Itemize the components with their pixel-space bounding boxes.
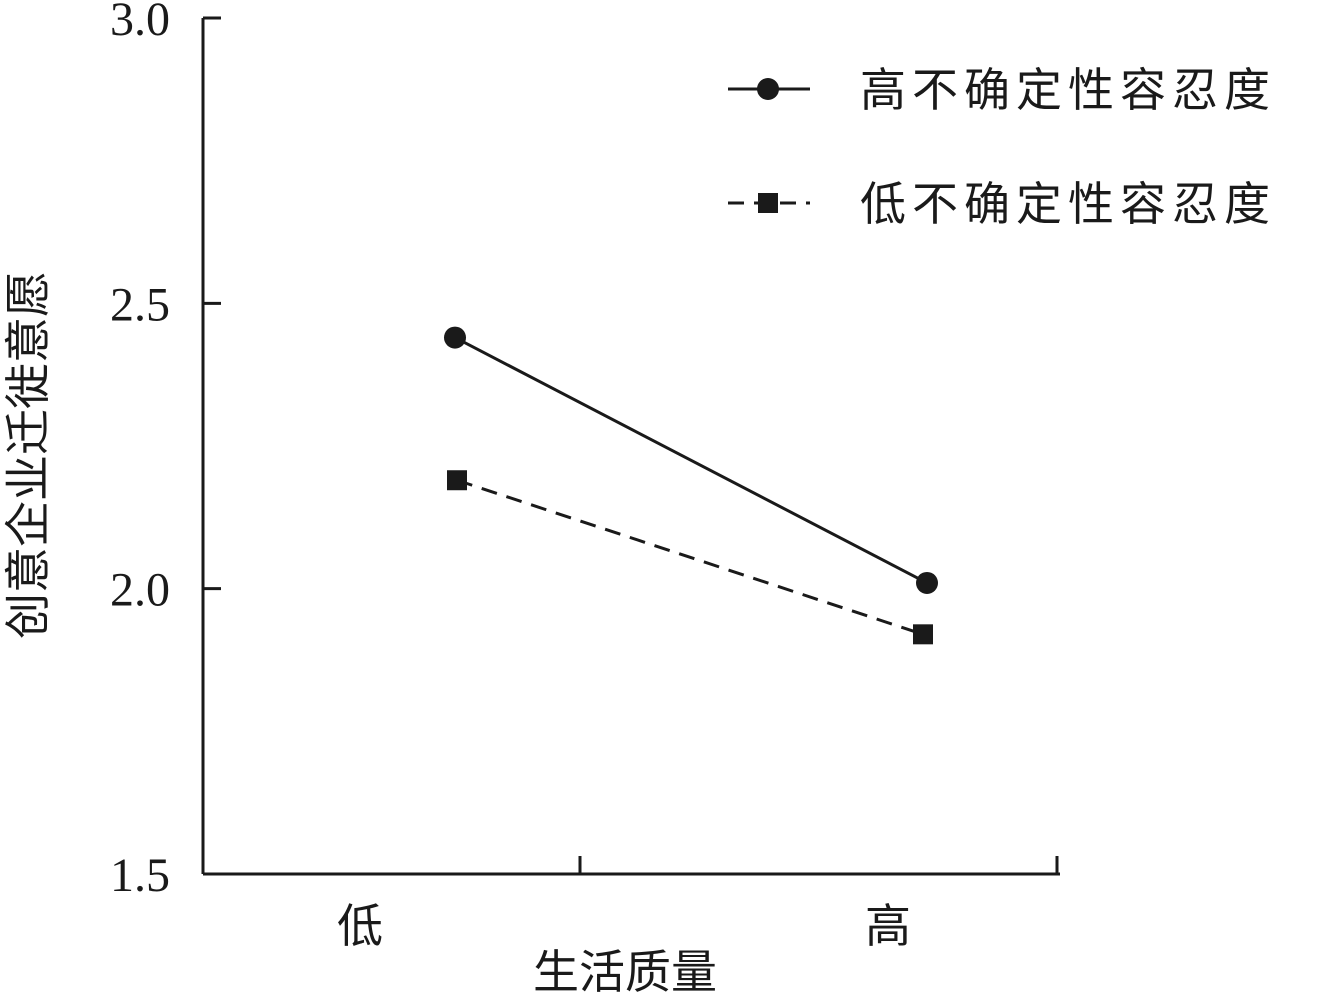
axes (201, 18, 1060, 876)
x-axis-ticks: 低高 (337, 856, 1059, 953)
y-axis-title: 创意企业迁徙意愿 (1, 271, 55, 639)
legend-item: 低不确定性容忍度 (728, 177, 1276, 231)
data-point-square (913, 624, 933, 645)
series-1 (444, 326, 938, 594)
y-tick-label: 2.0 (110, 564, 170, 617)
data-point-circle (444, 326, 466, 349)
legend-label: 低不确定性容忍度 (860, 177, 1276, 231)
legend-label: 高不确定性容忍度 (860, 63, 1276, 117)
x-axis-title: 生活质量 (533, 945, 717, 995)
x-category-label: 高 (865, 899, 911, 953)
series-2 (447, 470, 933, 645)
legend-item: 高不确定性容忍度 (728, 63, 1276, 117)
series-line (454, 336, 928, 585)
series-line (456, 478, 924, 636)
y-tick-label: 3.0 (110, 0, 170, 46)
y-tick-label: 1.5 (110, 849, 170, 902)
data-point-square (447, 470, 467, 491)
legend-marker-circle (757, 78, 779, 100)
x-category-label: 低 (337, 899, 383, 953)
y-axis-ticks: 1.5 2.0 2.5 3.0 (110, 0, 221, 902)
legend-marker-square (758, 193, 778, 213)
series-layer (444, 326, 938, 645)
data-point-circle (916, 571, 938, 594)
y-tick-label: 2.5 (110, 278, 170, 331)
